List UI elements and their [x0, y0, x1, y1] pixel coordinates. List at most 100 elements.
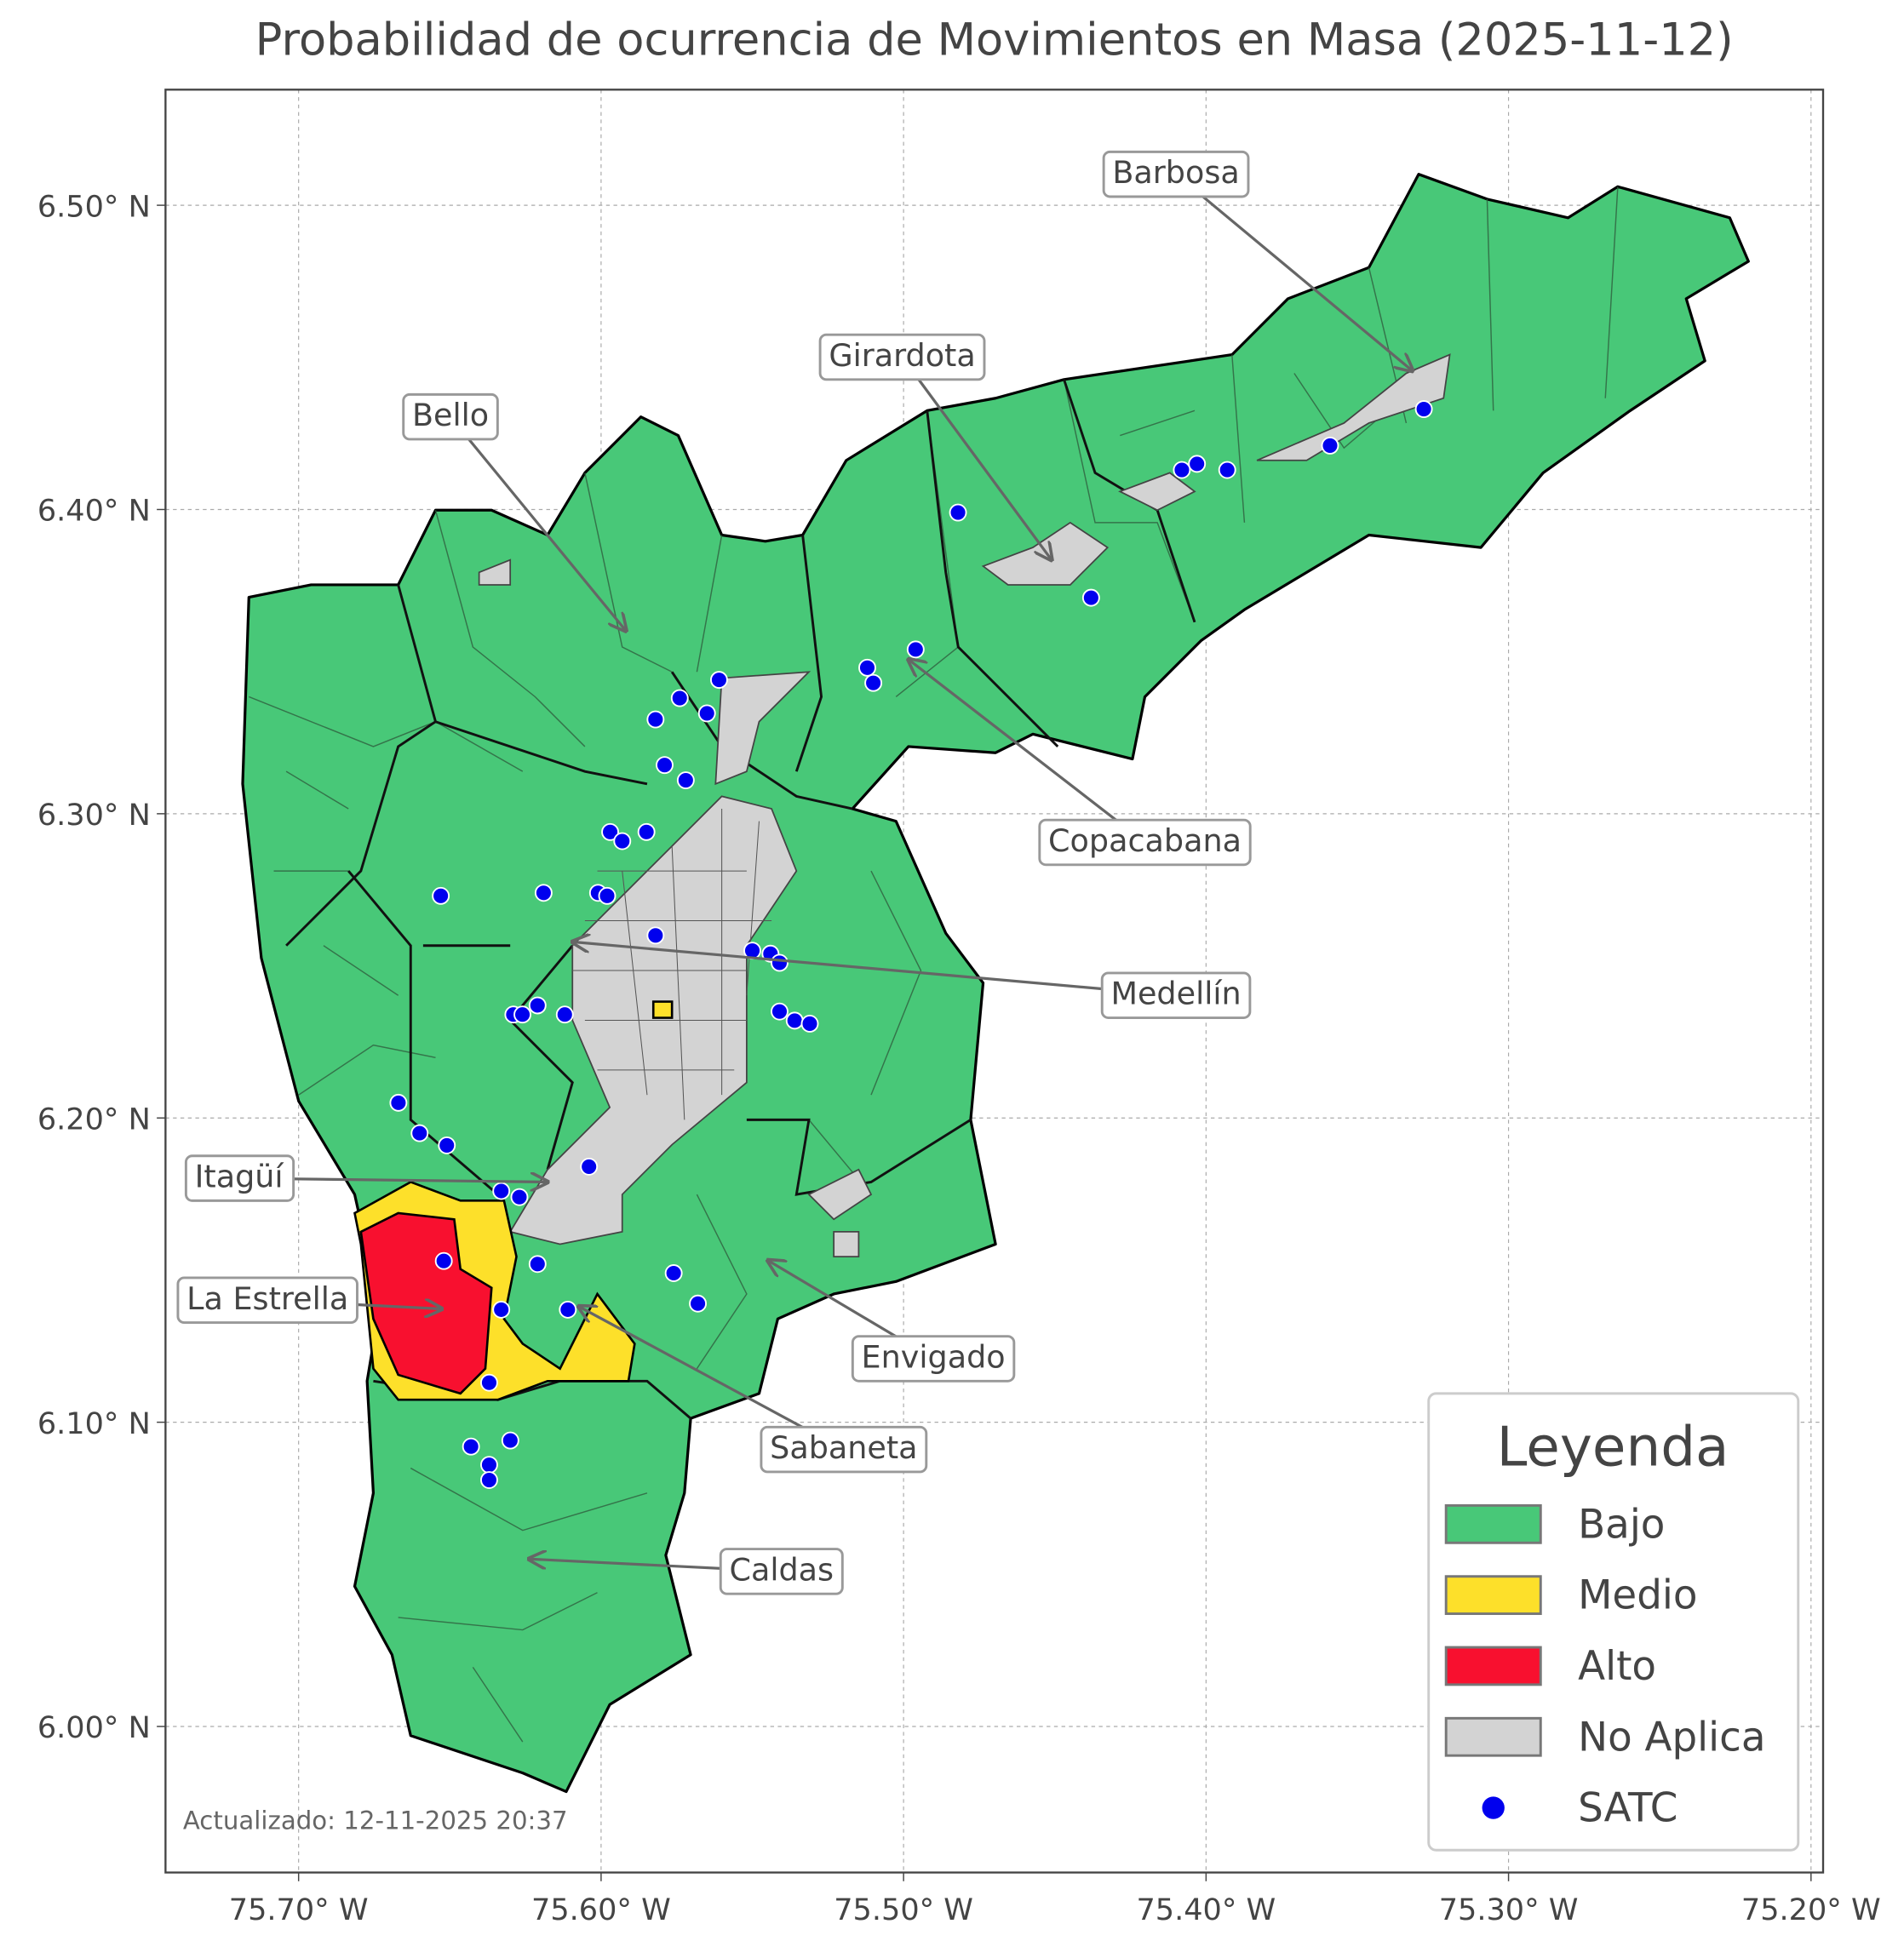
municipality-label: Copacabana — [1048, 822, 1242, 859]
satc-station — [462, 1437, 480, 1456]
satc-station — [410, 1124, 429, 1142]
satc-station — [598, 886, 617, 905]
satc-station — [492, 1300, 511, 1319]
x-tick-label: 75.70° W — [229, 1892, 369, 1927]
annotation-arrow — [579, 1307, 845, 1451]
legend-label: Alto — [1578, 1644, 1656, 1690]
satc-station — [709, 671, 728, 690]
y-tick-label: 6.10° N — [37, 1406, 151, 1441]
satc-station — [501, 1431, 519, 1450]
satc-station — [646, 710, 665, 729]
annotation-arrow — [449, 415, 626, 631]
satc-station — [480, 1456, 498, 1474]
satc-station — [432, 886, 450, 905]
y-tick-label: 6.00° N — [37, 1710, 151, 1745]
satc-station — [676, 771, 695, 790]
legend-swatch — [1444, 1646, 1542, 1686]
satc-station — [689, 1294, 708, 1313]
annotation-box — [1100, 971, 1252, 1019]
annotation-box — [1038, 818, 1252, 867]
x-tick-label: 75.60° W — [531, 1892, 671, 1927]
satc-station — [906, 640, 925, 659]
legend-swatch — [1444, 1716, 1542, 1757]
annotation-box — [402, 392, 499, 441]
x-tick-label: 75.30° W — [1439, 1892, 1579, 1927]
annotation-box — [818, 333, 986, 381]
satc-station — [637, 822, 656, 841]
municipality-label: Caldas — [729, 1551, 834, 1588]
satc-station — [1414, 400, 1433, 418]
satc-station — [664, 1264, 683, 1282]
x-tick-label: 75.50° W — [834, 1892, 973, 1927]
plot-frame — [164, 89, 1825, 1874]
satc-station — [434, 1251, 453, 1270]
municipality-label: Bello — [412, 397, 489, 433]
annotation-box — [1102, 150, 1250, 198]
region-bajo — [241, 173, 1750, 1794]
annotation-box — [719, 1548, 844, 1595]
satc-station — [559, 1300, 577, 1319]
municipality-label: Itagüí — [195, 1159, 285, 1195]
annotation-arrow — [901, 356, 1052, 560]
satc-station — [1188, 455, 1207, 473]
annotation-box — [760, 1425, 928, 1474]
urban-comunas — [572, 809, 772, 1120]
satc-station — [771, 1002, 789, 1021]
legend-marker — [1482, 1796, 1505, 1819]
legend-label: Bajo — [1578, 1502, 1665, 1548]
satc-station — [389, 1093, 408, 1112]
satc-station — [949, 503, 967, 522]
satc-station — [670, 689, 689, 707]
municipality-label: Girardota — [829, 337, 975, 374]
annotation-arrow — [572, 942, 1177, 997]
satc-station — [785, 1011, 804, 1030]
y-tick-label: 6.50° N — [37, 189, 151, 224]
municipality-label: Sabaneta — [770, 1429, 917, 1466]
legend-label: Medio — [1578, 1573, 1697, 1619]
satc-station — [697, 704, 716, 723]
footer-note: Actualizado: 12-11-2025 20:37 — [183, 1806, 568, 1835]
satc-station — [480, 1471, 498, 1489]
legend-swatch — [1444, 1503, 1542, 1544]
municipality-label: Barbosa — [1112, 154, 1239, 191]
satc-station — [555, 1005, 574, 1024]
satc-station — [858, 658, 876, 677]
satc-station — [613, 832, 632, 850]
annotation-box — [176, 1276, 358, 1325]
annotation-arrow — [1175, 173, 1413, 371]
satc-station — [492, 1182, 511, 1200]
x-tick-label: 75.20° W — [1741, 1892, 1881, 1927]
satc-station — [1081, 588, 1100, 607]
municipality-label: Envigado — [862, 1338, 1006, 1375]
map-title: Probabilidad de ocurrencia de Movimiento… — [255, 14, 1734, 66]
satc-station — [528, 996, 547, 1015]
satc-station — [513, 1005, 531, 1024]
y-tick-label: 6.40° N — [37, 494, 151, 529]
satc-station — [1218, 461, 1236, 479]
satc-station — [1173, 461, 1191, 479]
x-tick-label: 75.40° W — [1136, 1892, 1276, 1927]
municipality-label: Medellín — [1110, 976, 1241, 1012]
satc-station — [646, 926, 665, 945]
satc-station — [800, 1015, 819, 1033]
legend-title: Leyenda — [1497, 1416, 1729, 1480]
satc-station — [510, 1188, 529, 1206]
legend-swatch — [1444, 1575, 1542, 1616]
annotation-box — [851, 1335, 1016, 1383]
municipality-label: La Estrella — [186, 1280, 348, 1317]
annotation-box — [184, 1154, 295, 1202]
satc-station — [656, 756, 674, 775]
annotation-arrow — [909, 660, 1146, 844]
satc-station — [534, 884, 553, 902]
satc-station — [480, 1373, 498, 1392]
y-tick-label: 6.20° N — [37, 1102, 151, 1137]
satc-station — [580, 1157, 599, 1176]
satc-station — [601, 822, 620, 841]
satc-station — [864, 673, 883, 692]
legend-label: No Aplica — [1578, 1715, 1765, 1761]
satc-station — [771, 953, 789, 972]
satc-station — [1321, 436, 1339, 455]
satc-station — [438, 1136, 456, 1154]
